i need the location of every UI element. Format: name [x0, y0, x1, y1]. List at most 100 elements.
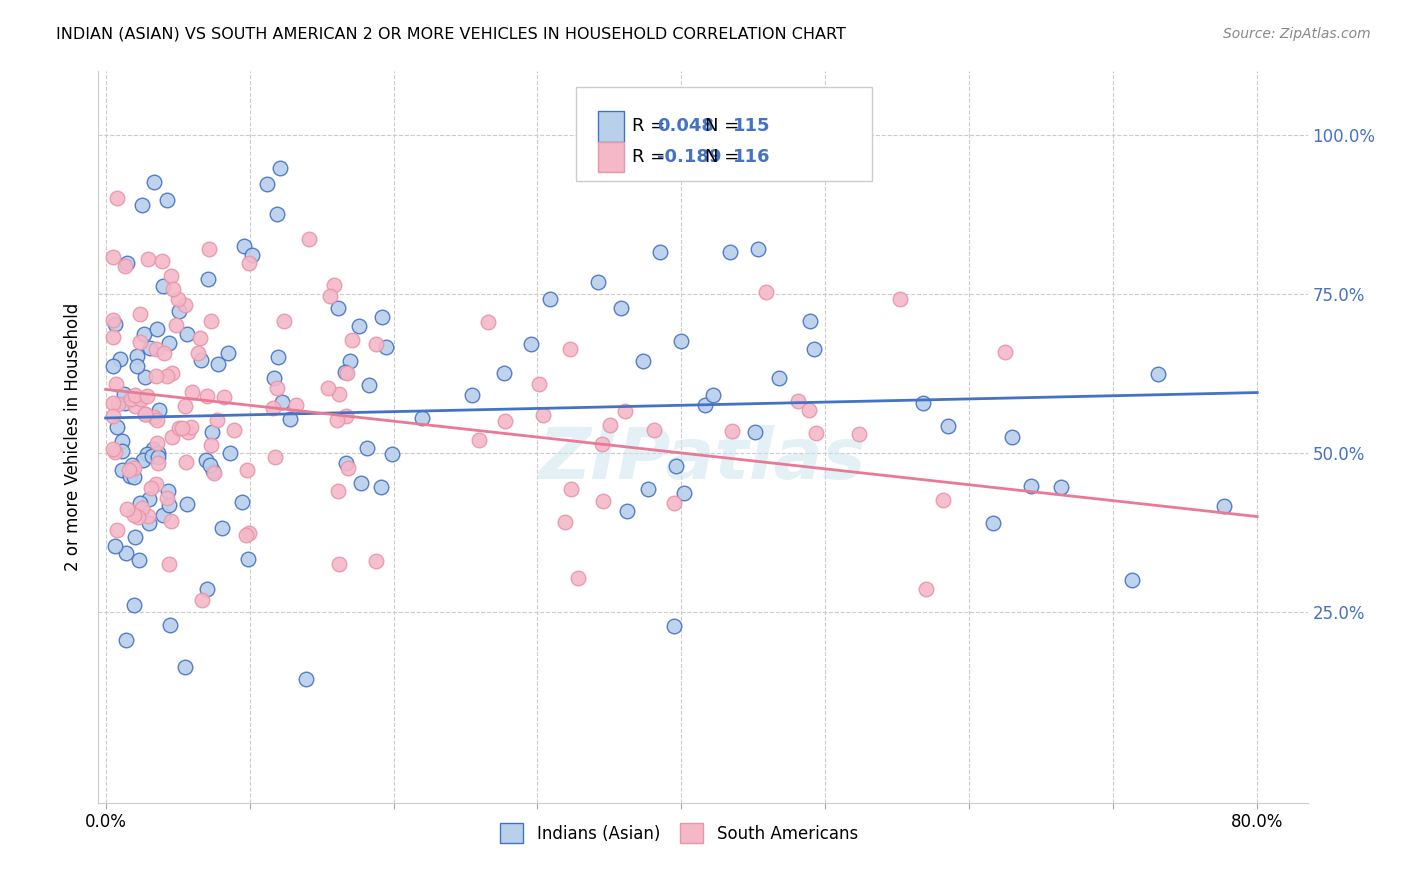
Point	[538, 292, 561, 306]
Point	[122, 598, 145, 612]
Point	[356, 442, 378, 456]
Point	[156, 193, 179, 207]
Point	[1121, 573, 1143, 587]
Point	[554, 516, 576, 530]
Point	[1021, 479, 1043, 493]
Point	[744, 425, 766, 439]
Point	[316, 381, 339, 395]
Point	[121, 458, 143, 472]
Point	[280, 412, 302, 426]
Point	[124, 399, 146, 413]
Point	[165, 318, 187, 333]
Text: R =: R =	[631, 117, 671, 136]
Point	[134, 407, 156, 421]
Point	[115, 633, 138, 648]
Point	[101, 313, 124, 327]
Point	[364, 337, 387, 351]
Point	[359, 378, 381, 392]
Point	[217, 345, 239, 359]
Point	[350, 476, 373, 491]
Point	[134, 407, 156, 421]
Point	[337, 461, 360, 475]
Point	[212, 390, 235, 404]
Point	[104, 318, 127, 332]
Point	[148, 456, 170, 470]
Point	[218, 446, 240, 460]
Point	[721, 424, 744, 438]
Point	[333, 365, 356, 379]
Point	[269, 161, 291, 175]
Point	[664, 495, 686, 509]
Point	[142, 409, 165, 424]
Point	[146, 436, 169, 450]
Point	[531, 408, 554, 422]
Point	[786, 394, 808, 409]
Point	[111, 434, 134, 449]
Point	[411, 410, 433, 425]
Point	[370, 480, 392, 494]
Point	[205, 413, 228, 427]
Point	[101, 359, 124, 373]
Point	[747, 242, 769, 256]
Point	[273, 314, 295, 328]
Point	[848, 426, 870, 441]
Point	[136, 388, 159, 402]
Point	[262, 401, 284, 415]
Point	[335, 456, 357, 470]
Point	[799, 403, 821, 417]
Point	[207, 357, 229, 371]
Point	[806, 425, 828, 440]
Point	[159, 269, 181, 284]
Point	[238, 525, 260, 540]
Point	[238, 256, 260, 270]
Point	[599, 418, 621, 433]
Point	[152, 279, 174, 293]
Point	[107, 191, 129, 205]
Point	[198, 458, 221, 472]
Text: R =: R =	[631, 148, 671, 166]
Point	[936, 419, 959, 434]
Point	[115, 502, 138, 516]
Point	[153, 346, 176, 360]
Point	[173, 297, 195, 311]
Point	[110, 351, 132, 366]
Point	[160, 515, 183, 529]
Point	[610, 301, 633, 315]
Point	[614, 404, 637, 418]
Point	[195, 388, 218, 402]
Point	[134, 370, 156, 384]
Point	[131, 501, 153, 516]
Point	[120, 392, 142, 407]
Point	[124, 530, 146, 544]
Point	[114, 396, 136, 410]
Y-axis label: 2 or more Vehicles in Household: 2 or more Vehicles in Household	[65, 303, 83, 571]
Point	[294, 672, 316, 686]
Point	[162, 430, 184, 444]
Point	[118, 469, 141, 483]
Point	[128, 553, 150, 567]
Point	[560, 483, 582, 497]
Point	[136, 447, 159, 461]
Point	[138, 516, 160, 531]
Point	[1001, 430, 1024, 444]
Point	[211, 521, 233, 535]
Point	[336, 366, 359, 380]
Point	[912, 396, 935, 410]
Point	[176, 498, 198, 512]
Point	[167, 420, 190, 434]
Point	[558, 342, 581, 356]
Point	[266, 207, 288, 221]
Point	[131, 198, 153, 212]
Text: INDIAN (ASIAN) VS SOUTH AMERICAN 2 OR MORE VEHICLES IN HOUSEHOLD CORRELATION CHA: INDIAN (ASIAN) VS SOUTH AMERICAN 2 OR MO…	[56, 27, 846, 42]
Point	[672, 485, 695, 500]
Point	[643, 423, 665, 437]
Point	[889, 293, 911, 307]
Point	[665, 459, 688, 474]
Point	[335, 409, 357, 423]
Point	[799, 314, 821, 328]
Point	[145, 412, 167, 426]
Point	[616, 504, 638, 518]
Point	[162, 367, 184, 381]
Point	[591, 437, 613, 451]
Point	[914, 582, 936, 596]
